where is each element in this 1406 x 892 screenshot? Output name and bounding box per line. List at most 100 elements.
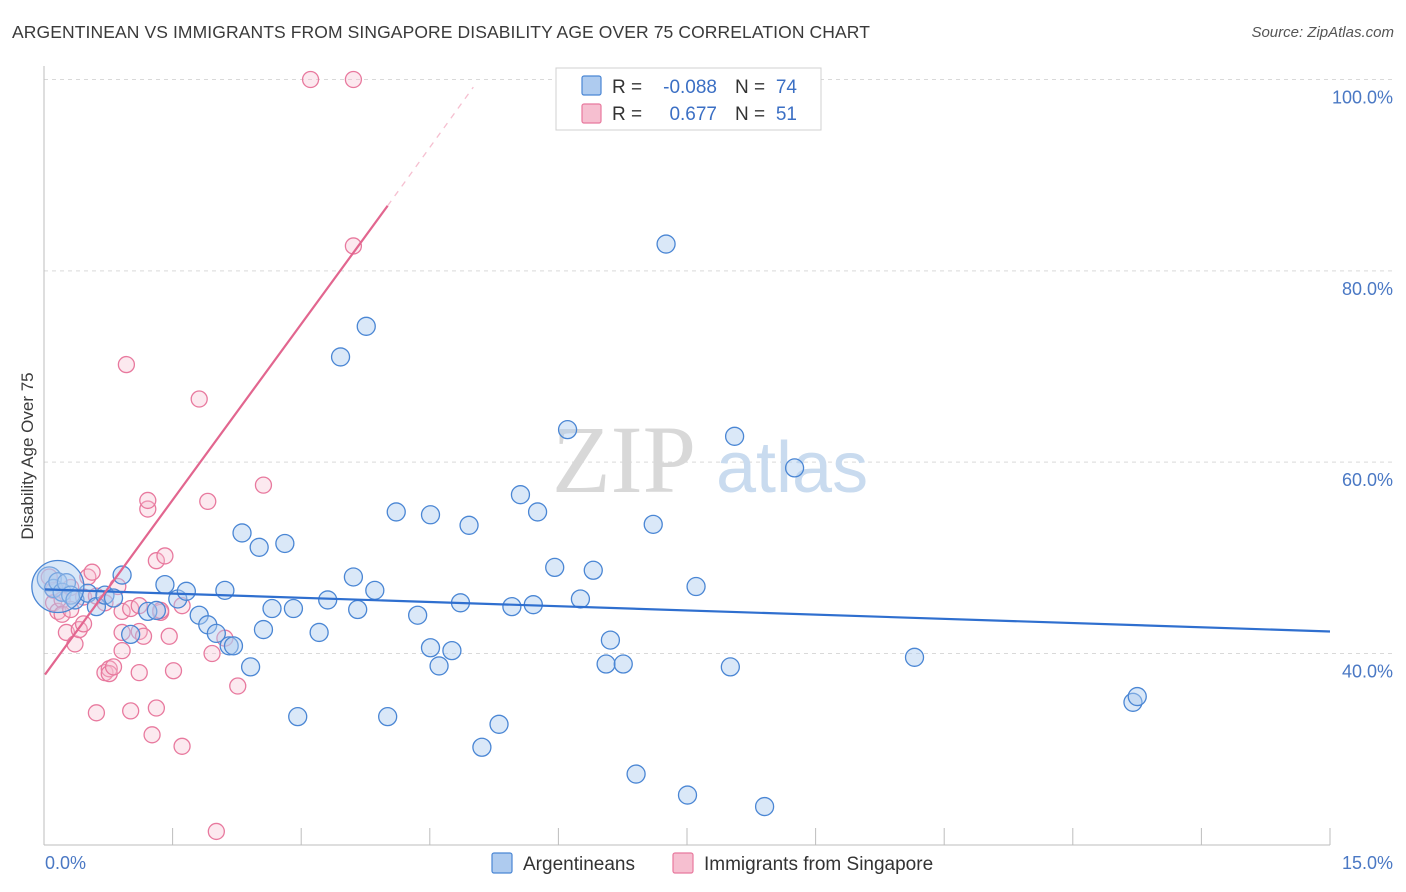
singapore-point — [87, 704, 106, 722]
singapore-point — [139, 491, 157, 510]
legend-argentineans-swatch — [491, 852, 513, 874]
argentineans-point — [112, 565, 132, 585]
singapore-point — [173, 737, 191, 755]
legend-singapore-label: Immigrants from Singapore — [704, 854, 933, 875]
singapore-point — [66, 635, 84, 653]
argentineans-point — [600, 630, 621, 650]
argentineans-point — [146, 600, 167, 621]
legend-n-label-2: N = — [735, 104, 765, 125]
argentineans-point — [557, 419, 578, 440]
argentineans-point — [275, 533, 295, 554]
axes — [43, 66, 1331, 846]
argentineans-point — [420, 505, 441, 525]
singapore-point — [156, 547, 174, 565]
argentineans-point — [527, 502, 548, 522]
argentineans-point — [754, 796, 775, 817]
watermark-zip: ZIP — [552, 406, 696, 513]
argentineans-point — [510, 485, 531, 505]
legend-singapore-swatch — [672, 852, 694, 874]
argentineans-point — [613, 654, 633, 674]
singapore-point — [344, 70, 363, 89]
y-tick-label: 80.0% — [1342, 279, 1393, 299]
argentineans-point — [724, 426, 745, 446]
watermark: ZIP atlas — [552, 406, 868, 513]
singapore-point — [301, 70, 320, 89]
singapore-point — [147, 699, 166, 717]
series-argentineans-points — [31, 234, 1147, 817]
argentineans-point — [348, 599, 368, 620]
argentineans-point — [596, 654, 616, 674]
argentineans-point — [356, 316, 376, 336]
singapore-point — [130, 663, 148, 682]
argentineans-point — [407, 605, 428, 625]
argentineans-point — [121, 624, 141, 645]
singapore-point — [147, 552, 166, 570]
argentineans-point — [472, 737, 492, 757]
y-axis-label: Disability Age Over 75 — [18, 372, 37, 539]
argentineans-point — [262, 598, 282, 619]
argentineans-point — [784, 458, 805, 478]
chart-source: Source: ZipAtlas.com — [1251, 24, 1394, 41]
argentineans-point — [176, 581, 197, 601]
argentineans-trend-line — [44, 588, 1331, 633]
singapore-point — [254, 476, 273, 494]
singapore-point — [113, 641, 131, 660]
argentineans-point — [386, 502, 406, 522]
y-tick-label: 100.0% — [1332, 88, 1393, 108]
singapore-point — [190, 390, 208, 408]
argentineans-point — [240, 657, 261, 677]
argentineans-point — [1127, 686, 1147, 707]
argentineans-point — [429, 656, 449, 676]
singapore-point — [143, 726, 161, 744]
argentineans-point — [720, 657, 740, 677]
argentineans-point — [232, 523, 252, 543]
argentineans-point — [206, 623, 226, 644]
singapore-point — [104, 658, 123, 676]
singapore-trend-line — [44, 205, 389, 676]
argentineans-point — [378, 706, 398, 727]
series-legend: Argentineans Immigrants from Singapore — [491, 852, 933, 875]
argentineans-point — [489, 714, 509, 734]
singapore-point — [164, 662, 183, 680]
trend-lines — [44, 86, 1331, 676]
x-tick-label: 15.0% — [1342, 853, 1393, 873]
legend-blue-swatch — [581, 75, 602, 96]
argentineans-point — [459, 515, 479, 535]
grid-lines — [44, 79, 1395, 654]
singapore-point — [207, 822, 225, 841]
argentineans-point — [583, 560, 603, 580]
singapore-point — [122, 702, 140, 720]
legend-n-label-1: N = — [735, 77, 765, 98]
legend-argentineans-label: Argentineans — [523, 854, 635, 875]
argentineans-point — [249, 537, 269, 557]
tick-labels: 100.0% 80.0% 60.0% 40.0% 0.0% 15.0% — [45, 88, 1393, 874]
argentineans-point — [420, 638, 441, 658]
argentineans-point — [103, 588, 124, 608]
legend-r-value-2: 0.677 — [669, 104, 717, 125]
argentineans-point — [365, 580, 385, 601]
argentineans-point — [155, 574, 175, 595]
chart-title: ARGENTINEAN VS IMMIGRANTS FROM SINGAPORE… — [12, 22, 870, 42]
singapore-trend-extension — [387, 86, 474, 207]
argentineans-point — [330, 347, 351, 367]
argentineans-point — [253, 619, 274, 640]
argentineans-point — [677, 785, 698, 805]
argentineans-point — [545, 557, 565, 578]
singapore-point — [83, 563, 101, 581]
x-tick-label: 0.0% — [45, 853, 86, 873]
singapore-point — [117, 355, 136, 374]
singapore-point — [53, 605, 71, 623]
argentineans-point — [283, 598, 304, 619]
argentineans-point — [56, 573, 77, 593]
argentineans-point — [656, 234, 676, 254]
y-tick-label: 40.0% — [1342, 662, 1393, 682]
singapore-point — [203, 644, 221, 663]
legend-r-value-1: -0.088 — [663, 77, 717, 98]
argentineans-point — [686, 576, 706, 597]
singapore-point — [229, 677, 247, 695]
legend-n-value-2: 51 — [776, 104, 797, 125]
legend-r-label-2: R = — [612, 104, 642, 125]
singapore-point — [160, 627, 178, 645]
argentineans-point — [288, 706, 308, 727]
